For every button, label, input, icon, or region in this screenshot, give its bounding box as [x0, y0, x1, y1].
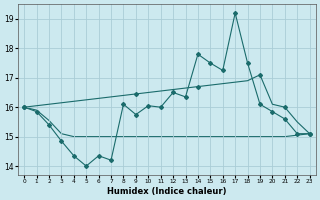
X-axis label: Humidex (Indice chaleur): Humidex (Indice chaleur) [107, 187, 227, 196]
